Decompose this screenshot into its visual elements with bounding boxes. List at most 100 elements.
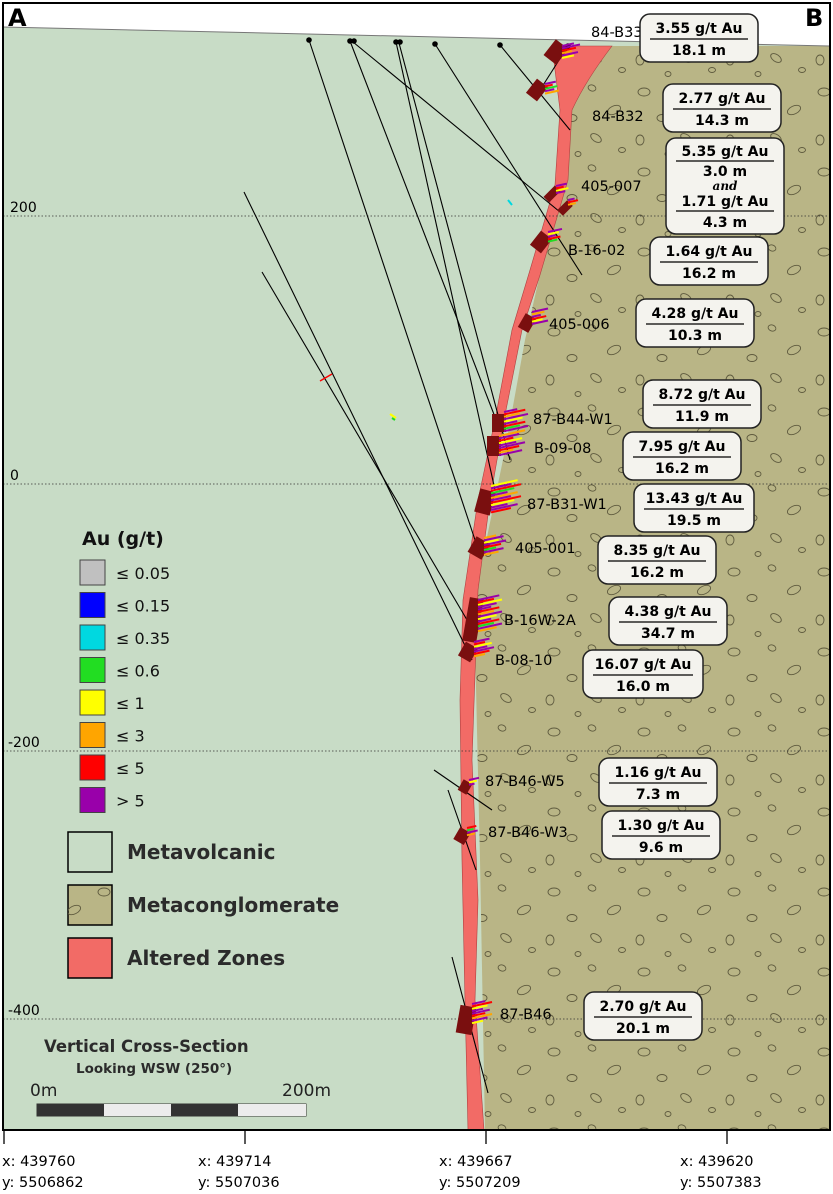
hole-label: 405-006 xyxy=(549,317,610,333)
legend-label: ≤ 5 xyxy=(116,759,145,778)
assay-box: 1.64 g/t Au 16.2 m xyxy=(649,236,769,286)
assay-width: 18.1 m xyxy=(672,43,726,59)
assay-box: 4.28 g/t Au 10.3 m xyxy=(635,298,755,348)
assay-grade: 13.43 g/t Au xyxy=(646,491,743,507)
assay-width: 11.9 m xyxy=(675,409,729,425)
coord-x: x: 439760 xyxy=(2,1154,75,1170)
legend-rock-item: Altered Zones xyxy=(67,937,285,979)
coord-x: x: 439667 xyxy=(439,1154,512,1170)
section-title: Vertical Cross-Section xyxy=(44,1037,249,1056)
legend-swatch xyxy=(79,754,106,781)
assay-box: 13.43 g/t Au 19.5 m xyxy=(633,483,755,533)
assay-grade: 4.28 g/t Au xyxy=(652,306,739,322)
scale-end-label: 200m xyxy=(282,1081,331,1101)
legend-swatch xyxy=(79,689,106,716)
section-end-label: B xyxy=(805,4,823,32)
assay-width: 34.7 m xyxy=(641,626,695,642)
assay-width: 14.3 m xyxy=(695,113,749,129)
assay-grade: 1.71 g/t Au xyxy=(682,194,769,210)
scale-bar: 0m 200m xyxy=(30,1081,331,1117)
elevation-label: -400 xyxy=(8,1003,40,1019)
hole-label: 84-B33 xyxy=(591,25,643,41)
assay-width: 16.2 m xyxy=(655,461,709,477)
assay-box: 5.35 g/t Au 3.0 m and 1.71 g/t Au 4.3 m xyxy=(665,137,785,235)
assay-box: 1.30 g/t Au 9.6 m xyxy=(601,810,721,860)
elevation-label: -200 xyxy=(8,735,40,751)
assay-grade: 2.77 g/t Au xyxy=(679,91,766,107)
legend-label: ≤ 0.15 xyxy=(116,597,170,616)
assay-width: 7.3 m xyxy=(636,787,680,803)
legend-rock-item: Metaconglomerate xyxy=(67,884,339,926)
hole-label: 87-B46 xyxy=(500,1007,552,1023)
assay-width: 16.0 m xyxy=(616,679,670,695)
assay-box: 7.95 g/t Au 16.2 m xyxy=(622,431,742,481)
assay-width: 9.6 m xyxy=(639,840,683,856)
assay-boxes: 3.55 g/t Au 18.1 m 2.77 g/t Au 14.3 m 5.… xyxy=(582,13,785,1041)
legend-label: ≤ 1 xyxy=(116,694,145,713)
elevation-label: 0 xyxy=(10,468,19,484)
assay-grade: 8.72 g/t Au xyxy=(659,387,746,403)
assay-histograms xyxy=(466,42,581,1025)
legend-rock-item: Metavolcanic xyxy=(67,831,275,873)
legend-swatch xyxy=(79,624,106,651)
assay-grade: 4.38 g/t Au xyxy=(625,604,712,620)
assay-width: 19.5 m xyxy=(667,513,721,529)
assay-joiner: and xyxy=(713,179,739,193)
legend-label: > 5 xyxy=(116,792,145,811)
scale-start-label: 0m xyxy=(30,1081,57,1101)
assay-box: 1.16 g/t Au 7.3 m xyxy=(598,757,718,807)
legend-label: ≤ 0.6 xyxy=(116,662,160,681)
hole-label: 87-B46-W3 xyxy=(488,825,568,841)
coord-x: x: 439620 xyxy=(680,1154,753,1170)
assay-width: 16.2 m xyxy=(682,266,736,282)
legend-label: ≤ 0.35 xyxy=(116,629,170,648)
hole-label: B-08-10 xyxy=(495,653,552,669)
legend-label: ≤ 0.05 xyxy=(116,564,170,583)
coord-y: y: 5507383 xyxy=(680,1175,762,1191)
legend-swatch xyxy=(79,592,106,618)
coord-y: y: 5506862 xyxy=(2,1175,84,1191)
hole-label: B-16W-2A xyxy=(504,613,576,629)
assay-box: 3.55 g/t Au 18.1 m xyxy=(639,13,759,63)
hole-label: 87-B44-W1 xyxy=(533,412,613,428)
assay-width: 16.2 m xyxy=(630,565,684,581)
hole-label: 87-B46-W5 xyxy=(485,774,565,790)
swatch-metavolcanic xyxy=(67,831,113,873)
assay-box: 8.72 g/t Au 11.9 m xyxy=(642,379,762,429)
elevation-label: 200 xyxy=(10,200,37,216)
assay-width: 10.3 m xyxy=(668,328,722,344)
hole-label: 405-001 xyxy=(515,541,576,557)
assay-grade: 1.64 g/t Au xyxy=(666,244,753,260)
assay-grade: 16.07 g/t Au xyxy=(595,657,692,673)
legend-swatch xyxy=(79,559,106,586)
assay-grade: 1.30 g/t Au xyxy=(618,818,705,834)
assay-width: 20.1 m xyxy=(616,1021,670,1037)
assay-width: 4.3 m xyxy=(703,215,747,231)
hole-labels: 84-B33 84-B32 405-007 B-16-02 405-006 87… xyxy=(485,25,644,1023)
rock-label: Metaconglomerate xyxy=(127,893,339,917)
assay-grade: 2.70 g/t Au xyxy=(600,999,687,1015)
hole-label: 84-B32 xyxy=(592,109,644,125)
rock-label: Altered Zones xyxy=(127,946,285,970)
assay-box: 16.07 g/t Au 16.0 m xyxy=(582,649,704,699)
assay-grade: 7.95 g/t Au xyxy=(639,439,726,455)
hole-label: B-16-02 xyxy=(568,243,625,259)
coord-y: y: 5507209 xyxy=(439,1175,521,1191)
assay-grade: 3.55 g/t Au xyxy=(656,21,743,37)
legend-swatch xyxy=(79,657,106,683)
assay-box: 2.70 g/t Au 20.1 m xyxy=(583,991,703,1041)
section-subtitle: Looking WSW (250°) xyxy=(76,1061,232,1077)
legend-swatch xyxy=(79,787,106,813)
assay-box: 2.77 g/t Au 14.3 m xyxy=(662,83,782,133)
legend-title: Au (g/t) xyxy=(82,528,164,550)
section-start-label: A xyxy=(8,4,27,32)
coordinate-labels: x: 439760 y: 5506862 x: 439714 y: 550703… xyxy=(2,1154,762,1191)
assay-grade: 1.16 g/t Au xyxy=(615,765,702,781)
legend: Au (g/t) ≤ 0.05 ≤ 0.15 ≤ 0.35 ≤ 0.6 ≤ 1 ≤ 3 ≤ … xyxy=(67,528,339,979)
coord-y: y: 5507036 xyxy=(198,1175,280,1191)
hole-label: 405-007 xyxy=(581,179,642,195)
legend-label: ≤ 3 xyxy=(116,727,145,746)
hole-label: B-09-08 xyxy=(534,441,591,457)
assay-box: 4.38 g/t Au 34.7 m xyxy=(608,596,728,646)
rock-label: Metavolcanic xyxy=(127,840,275,864)
